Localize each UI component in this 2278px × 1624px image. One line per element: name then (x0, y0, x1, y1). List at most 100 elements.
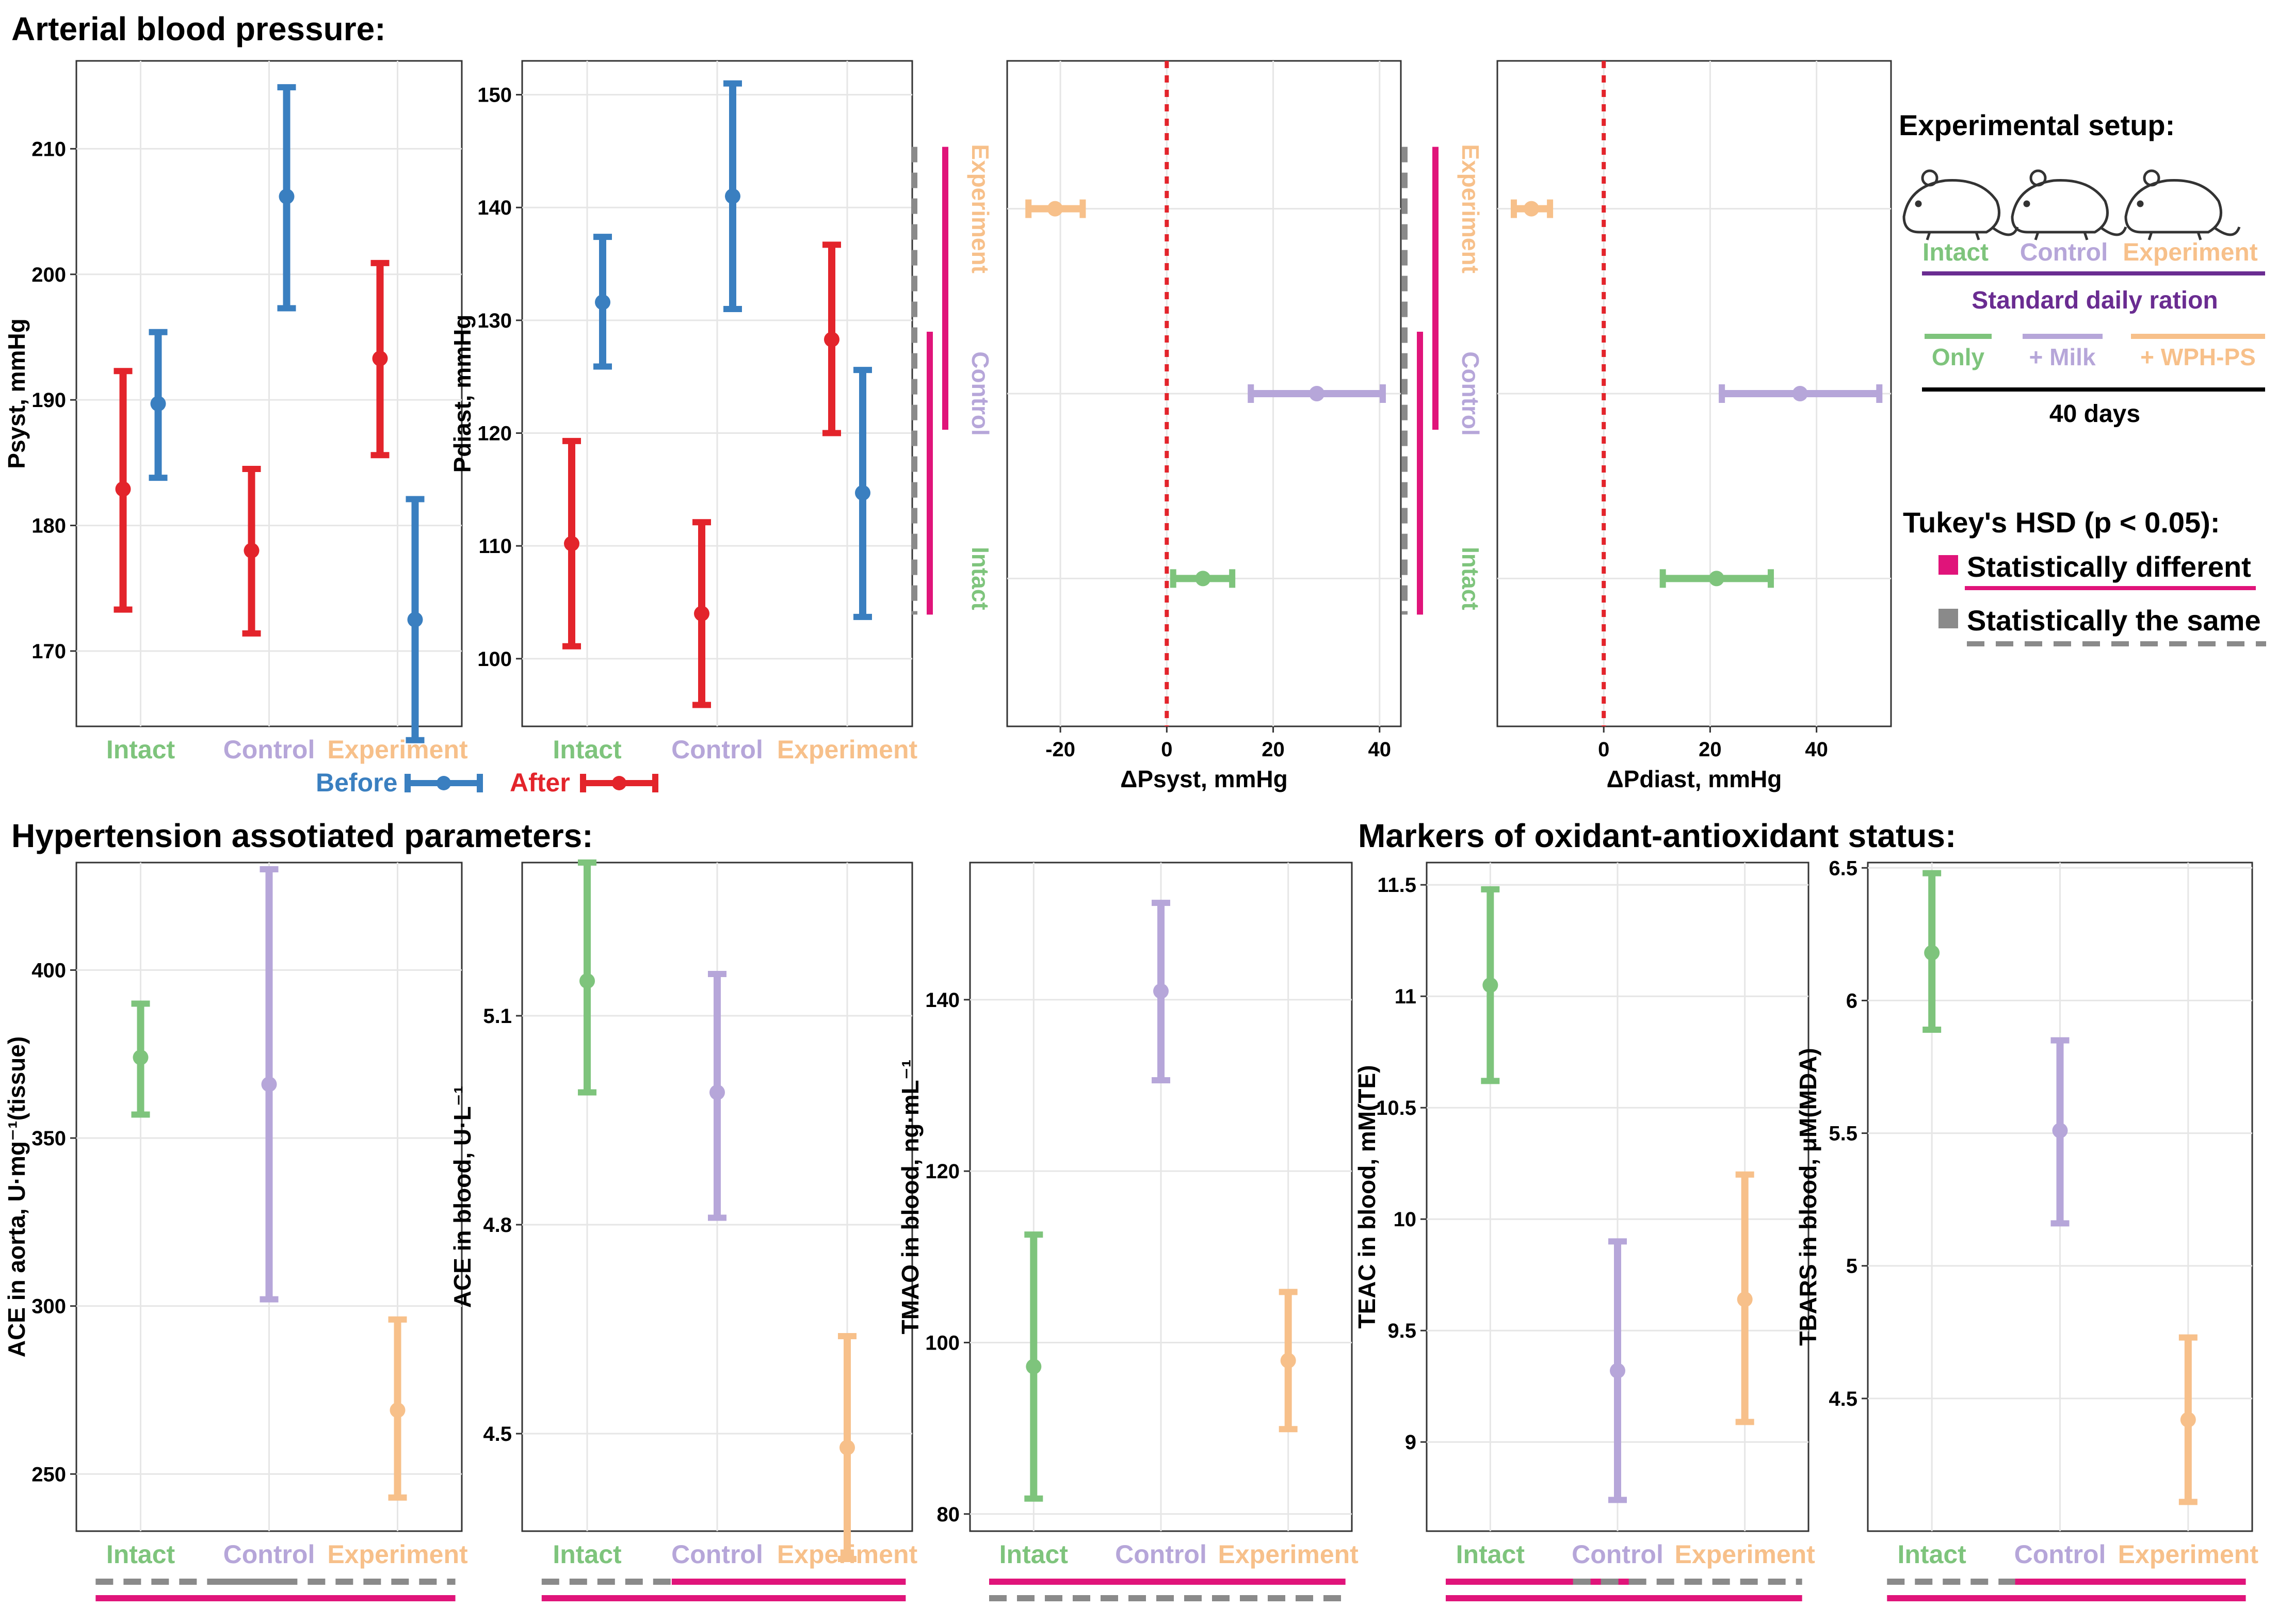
rat-icon (2011, 169, 2127, 240)
y-tick-label: 400 (31, 959, 66, 982)
y-tick-label: 300 (31, 1295, 66, 1318)
x-category-label: Intact (106, 1540, 175, 1569)
y-category-label: Experiment (1457, 144, 1484, 273)
x-tick-label: 40 (1805, 738, 1828, 761)
rat-icon (1902, 169, 2019, 240)
y-tick-label: 5 (1846, 1255, 1857, 1278)
y-axis-label: TBARS in blood, μM(MDA) (1795, 1048, 1821, 1345)
section-title-oxidant: Markers of oxidant-antioxidant status: (1358, 817, 1956, 854)
y-tick-label: 180 (31, 515, 66, 538)
x-category-label: Control (223, 735, 315, 764)
x-tick-label: 20 (1699, 738, 1722, 761)
x-category-label: Intact (553, 735, 622, 764)
y-tick-label: 140 (477, 197, 512, 219)
errorbar-intact-point (133, 1049, 149, 1065)
ration-label: Standard daily ration (1972, 287, 2218, 314)
chart-pdiast: 100 110 120 130 140 150 Intact Control Experimen… (449, 60, 918, 764)
legend: Before After (316, 768, 658, 797)
errorbar-after-control-point (244, 543, 260, 559)
y-category-label: Experiment (967, 144, 994, 273)
errorbar-intact-point (1924, 945, 1940, 961)
x-category-label: Control (671, 1540, 763, 1569)
y-tick-label: 4.5 (1829, 1388, 1857, 1410)
setup-group-intact: Intact (1922, 239, 1989, 266)
errorbar-before-experiment-point (407, 612, 423, 628)
legend-before-label: Before (316, 768, 397, 797)
x-category-label: Control (1115, 1540, 1207, 1569)
errorbar-control-point (1792, 386, 1808, 401)
errorbar-intact-point (1026, 1358, 1042, 1374)
y-tick-label: 250 (31, 1463, 66, 1486)
x-axis-label: ΔPdiast, mmHg (1607, 766, 1782, 792)
y-tick-label: 9.5 (1387, 1320, 1416, 1342)
y-tick-label: 190 (31, 389, 66, 412)
y-tick-label: 350 (31, 1127, 66, 1150)
y-axis-label: Psyst, mmHg (3, 318, 30, 468)
y-tick-label: 5.1 (483, 1005, 512, 1028)
rat-icon (2124, 169, 2241, 240)
errorbar-experiment-point (1523, 201, 1539, 217)
different-swatch (1938, 555, 1958, 575)
chart-delta-psyst: -20 0 20 40 ΔPsyst, mmHg Intact Control Experim… (911, 60, 1402, 792)
tukey-title: Tukey's HSD (p < 0.05): (1903, 506, 2220, 539)
errorbar-control-point (709, 1084, 725, 1100)
x-category-label: Control (223, 1540, 315, 1569)
y-axis-label: TMAO in blood, ng·mL⁻¹ (897, 1060, 924, 1335)
y-category-label: Intact (1457, 547, 1484, 610)
x-category-label: Control (671, 735, 763, 764)
x-category-label: Intact (553, 1540, 622, 1569)
y-category-label: Intact (967, 547, 994, 610)
errorbar-control-point (1153, 983, 1169, 999)
errorbar-after-intact-point (115, 481, 131, 497)
y-tick-label: 11 (1395, 985, 1416, 1008)
chart-psyst: 170 180 190 200 210 Intact Control Experiment Ps… (3, 60, 468, 764)
y-tick-label: 10 (1394, 1208, 1417, 1231)
y-tick-label: 110 (478, 535, 512, 558)
x-tick-label: 0 (1598, 738, 1609, 761)
y-tick-label: 170 (31, 640, 66, 663)
y-tick-label: 6 (1846, 989, 1857, 1012)
y-tick-label: 100 (477, 648, 512, 671)
errorbar-before-control-point (725, 188, 740, 204)
diet-milk: + Milk (2029, 344, 2096, 370)
y-category-label: Control (1457, 351, 1484, 436)
y-tick-label: 200 (31, 264, 66, 286)
x-tick-label: 40 (1368, 738, 1392, 761)
y-axis-label: Pdiast, mmHg (449, 315, 476, 473)
y-axis-label: ACE in blood, U·L⁻¹ (449, 1086, 476, 1308)
duration-label: 40 days (2049, 400, 2140, 428)
experimental-setup: Experimental setup: Intact Control Exper… (1899, 109, 2266, 646)
errorbar-before-control-point (279, 188, 295, 204)
y-axis-label: TEAC in blood, mM(TE) (1353, 1065, 1380, 1328)
errorbar-intact-point (1482, 977, 1498, 993)
same-swatch (1938, 609, 1958, 628)
y-tick-label: 210 (31, 138, 66, 160)
errorbar-after-intact-point (564, 535, 579, 551)
y-tick-label: 100 (925, 1331, 960, 1354)
x-tick-label: 20 (1262, 738, 1285, 761)
diet-wphps: + WPH-PS (2140, 344, 2256, 370)
chart-ace-blood: 4.54.85.1IntactControlExperimentACE in b… (449, 859, 918, 1601)
y-tick-label: 140 (925, 989, 960, 1012)
errorbar-before-experiment-point (855, 485, 870, 501)
errorbar-before-intact-point (150, 396, 166, 412)
same-label: Statistically the same (1967, 604, 2261, 637)
y-tick-label: 120 (477, 423, 512, 445)
y-tick-label: 80 (937, 1503, 960, 1526)
y-tick-label: 6.5 (1829, 857, 1857, 880)
x-category-label: Control (1572, 1540, 1663, 1569)
errorbar-intact-point (1195, 571, 1211, 587)
y-tick-label: 11.5 (1377, 874, 1416, 897)
errorbar-experiment-point (1280, 1353, 1296, 1369)
errorbar-experiment-point (1047, 201, 1063, 217)
errorbar-experiment-point (2180, 1412, 2196, 1427)
y-tick-label: 9 (1405, 1431, 1416, 1454)
section-title-hypertension: Hypertension assotiated parameters: (11, 817, 593, 854)
y-tick-label: 4.8 (483, 1214, 512, 1237)
errorbar-after-experiment-point (372, 350, 388, 366)
diet-only: Only (1932, 344, 1985, 370)
different-label: Statistically different (1967, 550, 2251, 583)
y-tick-label: 150 (477, 84, 512, 107)
errorbar-intact-point (579, 973, 595, 989)
